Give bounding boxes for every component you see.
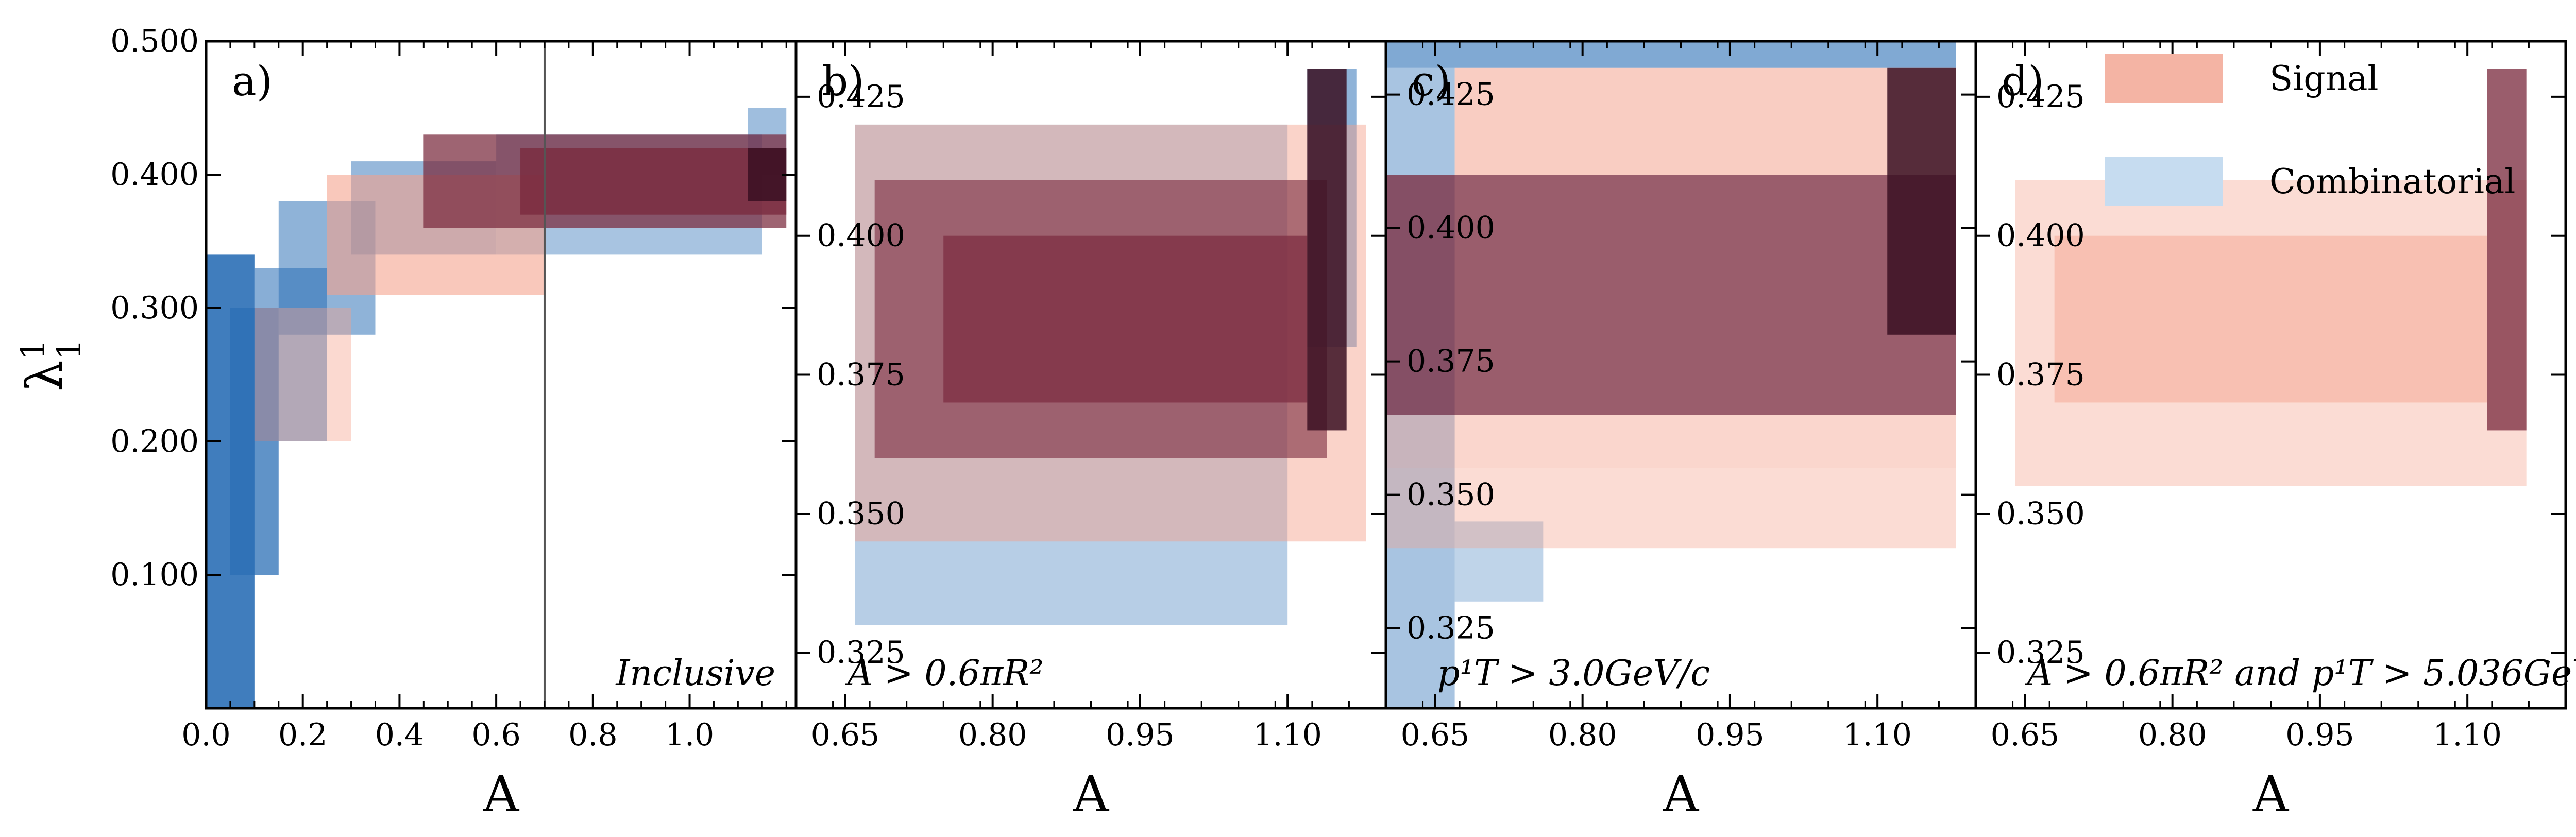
x-tick-label: 0.80 (2138, 717, 2207, 753)
y-tick-label: 0.400 (817, 218, 905, 254)
y-tick-label: 0.200 (110, 423, 199, 459)
panel-1: 0.0 0.2 0.4 0.6 0.8 1.0 0.500 0.400 0.300 0.200 0.… (110, 23, 798, 823)
panel-annotation: p¹T > 3.0GeV/c (1437, 653, 1710, 694)
legend-label: Signal (2269, 59, 2379, 98)
signal-bin (2487, 69, 2527, 431)
y-tick-label: 0.400 (110, 157, 199, 193)
combinatorial-bin (1386, 41, 1956, 68)
signal-bin (1386, 468, 1956, 549)
y-tick-label: 0.325 (817, 635, 905, 671)
x-tick-label: 0.8 (568, 717, 617, 753)
heatmap-area (2015, 69, 2527, 486)
panel-label: c) (1412, 57, 1451, 105)
y-tick-label: 0.325 (1996, 635, 2085, 671)
signal-bin (1386, 175, 1956, 415)
panel-4: 0.65 0.80 0.95 1.10 0.425 0.400 0.375 0.350 0.32… (1974, 40, 2576, 823)
x-tick-label: 0.2 (278, 717, 327, 753)
x-tick-label: 0.80 (958, 717, 1027, 753)
y-tick-label: 0.375 (1996, 357, 2085, 393)
legend-label: Combinatorial (2269, 162, 2515, 201)
x-tick-label: 0.0 (181, 717, 230, 753)
heatmap-area (1386, 41, 1956, 708)
y-tick-label: 0.350 (1406, 477, 1495, 513)
panel-2: 0.65 0.80 0.95 1.10 0.425 0.400 0.375 0.350 0.32… (794, 40, 1387, 823)
legend-swatch (2105, 157, 2223, 206)
x-axis-label: A (1663, 765, 1700, 823)
y-tick-label: 0.425 (1996, 79, 2085, 115)
y-tick-label: 0.425 (1406, 77, 1495, 113)
x-axis-label: A (483, 765, 520, 823)
panel-3: 0.65 0.80 0.95 1.10 0.425 0.400 0.375 0.350 0.32… (1384, 40, 1977, 823)
x-tick-label: 0.4 (375, 717, 424, 753)
y-tick-label: 0.400 (1996, 218, 2085, 254)
legend-swatch (2105, 54, 2223, 103)
signal-bin (1307, 69, 1347, 431)
x-axis-label: A (1073, 765, 1110, 823)
panel-annotation: A > 0.6πR² and p¹T > 5.036GeV/c (2024, 653, 2576, 694)
y-tick-label: 0.300 (110, 290, 199, 326)
panel-label: a) (232, 57, 273, 105)
panel-label: d) (2002, 57, 2044, 105)
x-tick-label: 1.10 (1843, 717, 1912, 753)
y-axis-label: λ11 (14, 339, 89, 391)
signal-bin (2054, 235, 2487, 403)
heatmap-area (206, 108, 787, 708)
signal-bin (520, 148, 787, 215)
x-tick-label: 0.80 (1548, 717, 1617, 753)
y-tick-label: 0.350 (817, 496, 905, 532)
signal-bin (254, 308, 351, 441)
signal-bin (1386, 415, 1956, 468)
panel-annotation: Inclusive (615, 653, 775, 694)
y-tick-label: 0.100 (110, 557, 199, 593)
y-tick-label: 0.325 (1406, 610, 1495, 646)
signal-bin (1887, 67, 1956, 335)
y-tick-label: 0.375 (1406, 344, 1495, 380)
x-tick-label: 0.95 (1696, 717, 1765, 753)
y-tick-label: 0.350 (1996, 496, 2085, 532)
x-axis-label: A (2252, 765, 2290, 823)
signal-bin (943, 235, 1308, 403)
y-tick-label: 0.375 (817, 357, 905, 393)
signal-bin (1454, 67, 1956, 175)
x-tick-label: 0.65 (1991, 717, 2060, 753)
panel-annotation: A > 0.6πR² (844, 653, 1044, 694)
y-tick-label: 0.400 (1406, 210, 1495, 246)
x-tick-label: 1.10 (2433, 717, 2502, 753)
heatmap-area (855, 69, 1366, 625)
x-tick-label: 0.95 (1106, 717, 1175, 753)
panel-label: b) (822, 57, 864, 105)
x-tick-label: 0.65 (811, 717, 880, 753)
x-tick-label: 0.65 (1401, 717, 1470, 753)
signal-bin (2015, 180, 2527, 486)
x-tick-label: 1.10 (1253, 717, 1322, 753)
combinatorial-bin (1454, 521, 1544, 602)
x-tick-label: 1.0 (665, 717, 714, 753)
y-tick-label: 0.425 (817, 79, 905, 115)
x-tick-label: 0.6 (471, 717, 520, 753)
y-tick-label: 0.500 (110, 23, 199, 59)
x-tick-label: 0.95 (2285, 717, 2354, 753)
signal-bin (748, 148, 787, 201)
